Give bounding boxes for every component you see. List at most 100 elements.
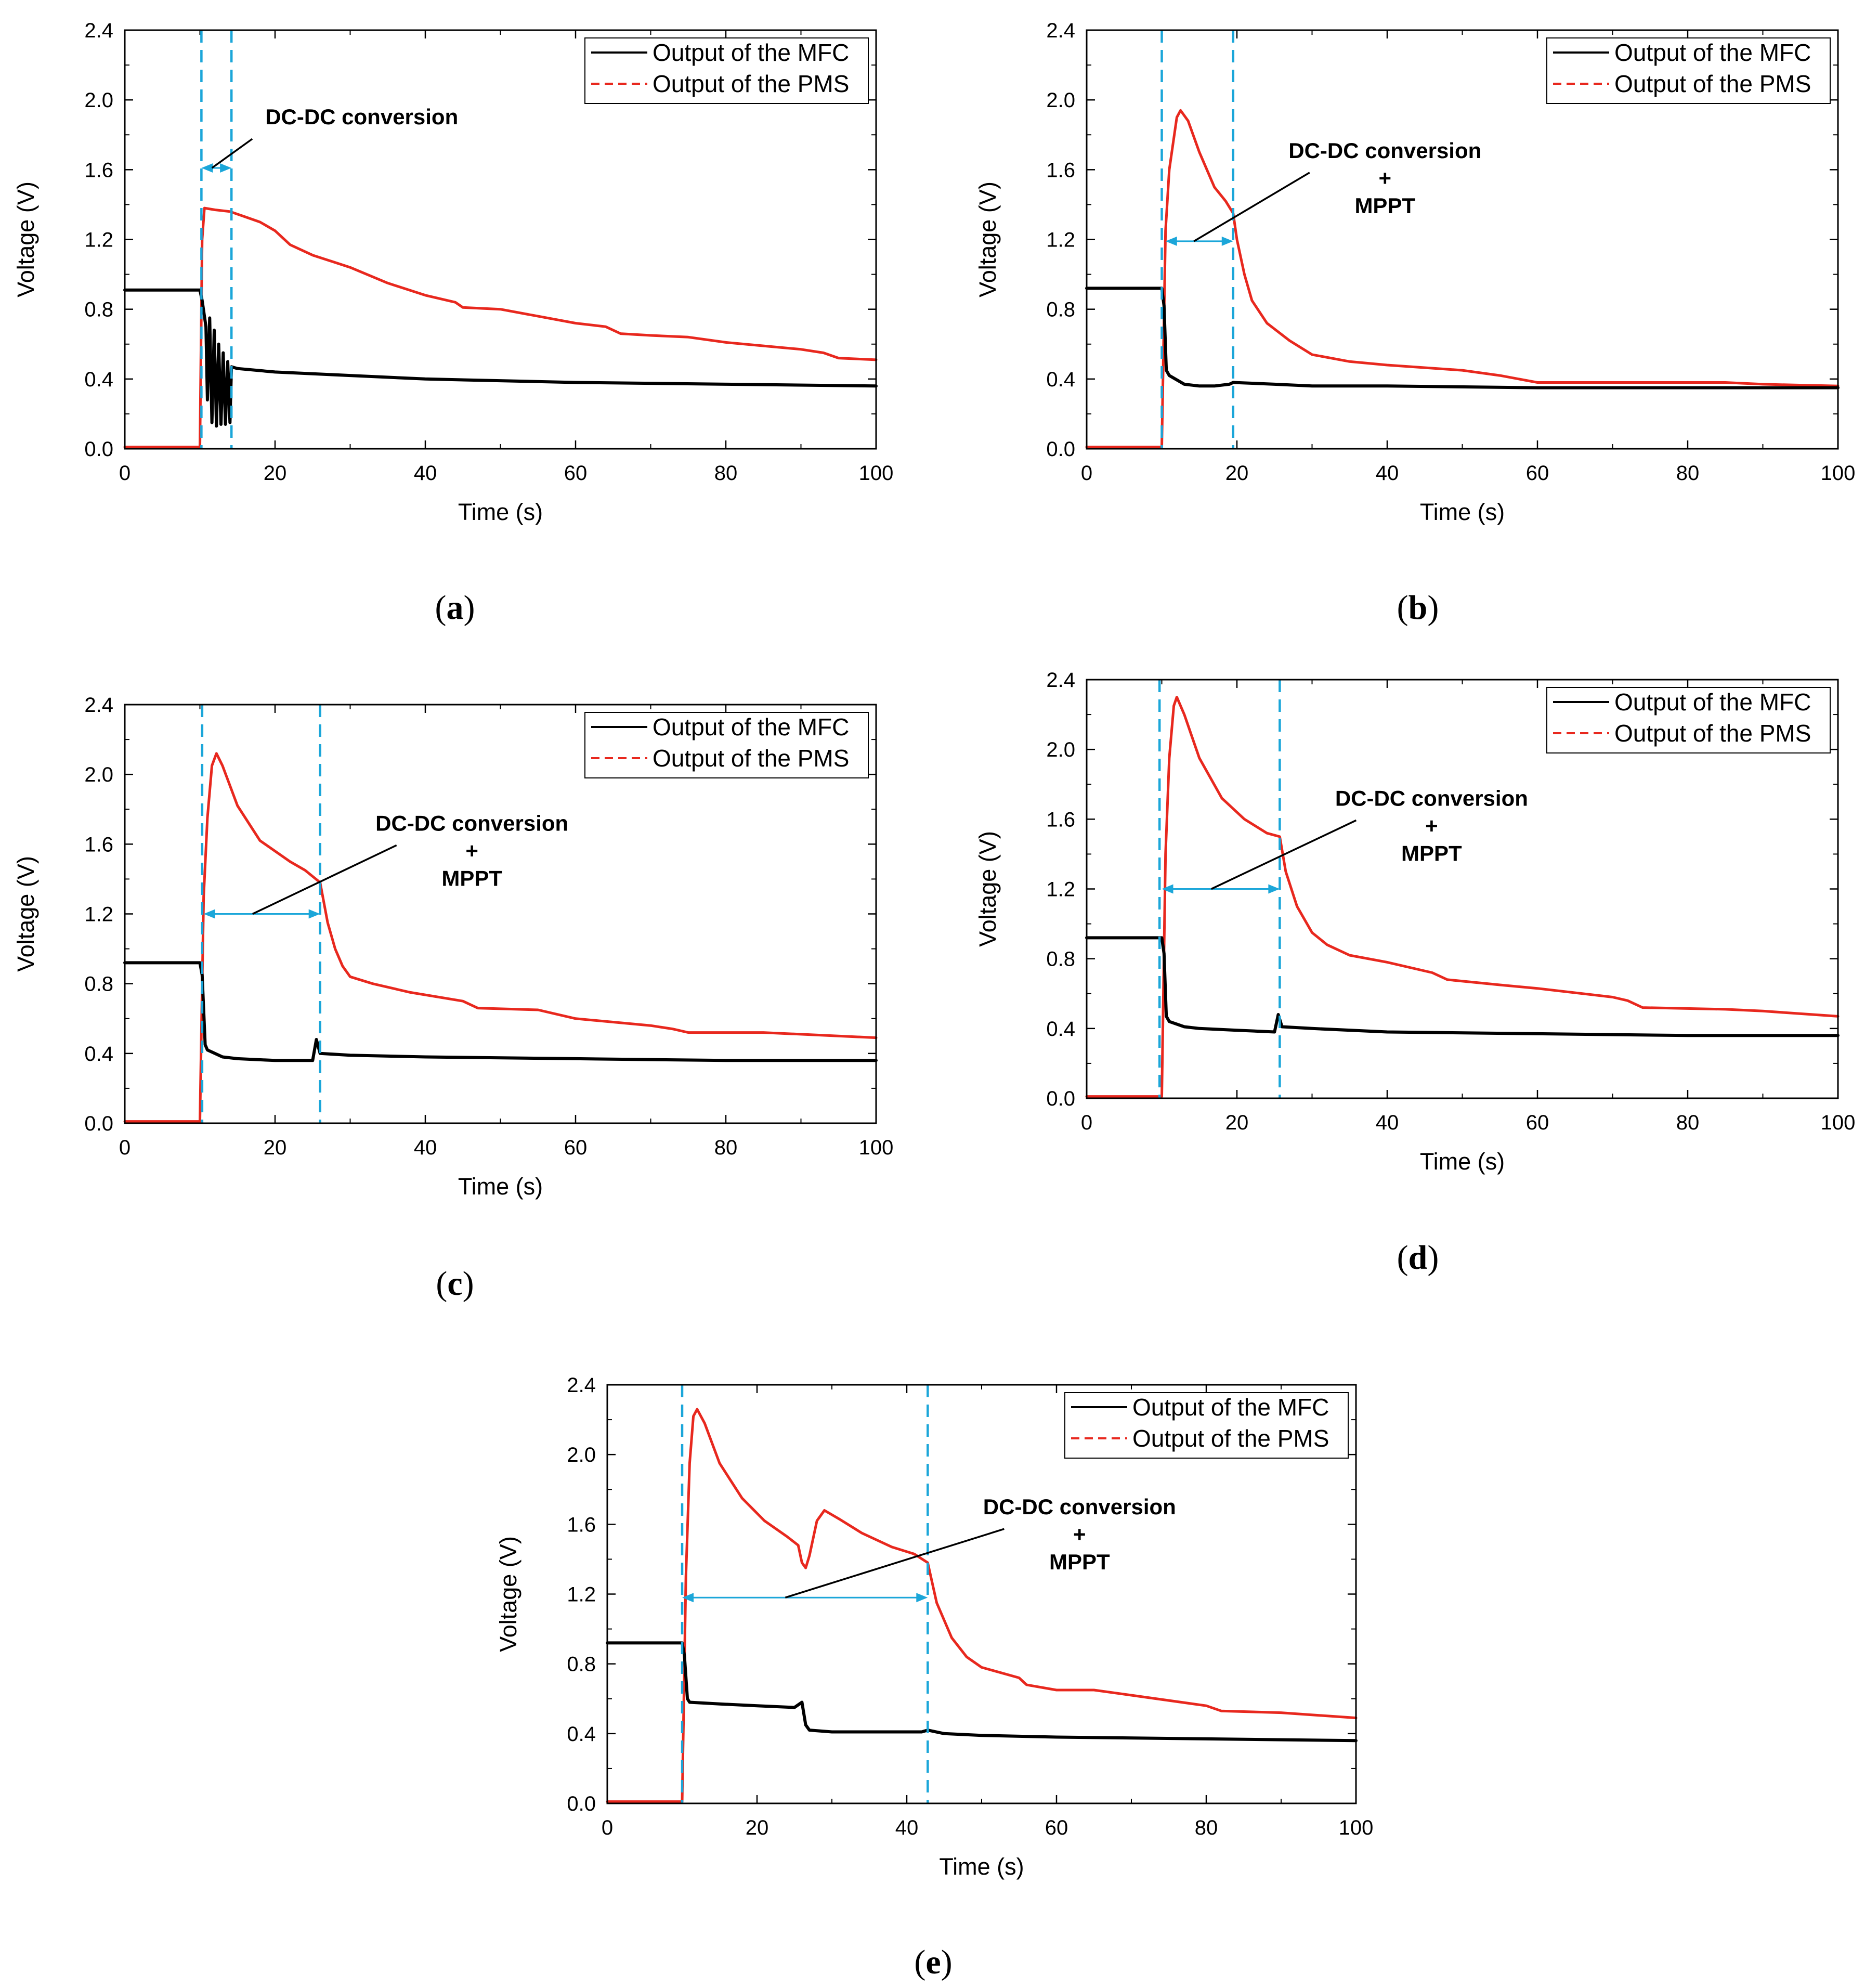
x-axis-title: Time (s) (458, 1173, 543, 1200)
y-tick-label: 2.0 (84, 763, 113, 786)
y-axis-title: Voltage (V) (12, 856, 39, 972)
y-axis-title: Voltage (V) (974, 181, 1001, 297)
plot-frame (1086, 29, 1839, 450)
annotation-title: DC-DC conversion (375, 811, 568, 836)
y-tick-label: 0.4 (1046, 368, 1075, 391)
x-tick-label: 60 (564, 1136, 588, 1159)
y-tick-label: 1.6 (84, 833, 113, 856)
series-line-mfc (123, 288, 878, 428)
caption-letter: d (1408, 1239, 1428, 1277)
chart-panel-b: 0 20 40 60 80 100 0.0 0.4 0.8 1.2 1.6 2.0 2.4 Time (s… (974, 19, 1855, 627)
x-tick-label: 40 (1376, 462, 1399, 485)
annotation-title: DC-DC conversion (1288, 138, 1481, 163)
y-tick-label: 2.0 (84, 89, 113, 112)
annotation-subline: + (1073, 1522, 1086, 1547)
x-axis-title: Time (s) (1420, 1148, 1505, 1175)
series-line-mfc (606, 1641, 1358, 1743)
y-tick-label: 1.2 (1046, 878, 1075, 901)
series-line-pms (123, 206, 878, 449)
legend-label: Output of the PMS (1614, 720, 1811, 747)
annotation-subline: + (1379, 166, 1392, 190)
annotation-subline: + (465, 839, 478, 863)
y-axis-title: Voltage (V) (12, 181, 39, 297)
x-axis-title: Time (s) (458, 499, 543, 525)
annotation-subline: MPPT (441, 866, 502, 891)
y-tick-label: 0.4 (1046, 1018, 1075, 1041)
y-axis-title: Voltage (V) (495, 1536, 521, 1652)
chart-panel-e: 0 20 40 60 80 100 0.0 0.4 0.8 1.2 1.6 2.0 2.4 Time (s… (495, 1374, 1373, 1981)
annotation-leader-line (252, 844, 397, 915)
y-tick-label: 0.8 (567, 1653, 596, 1676)
panel-caption: (d) (1397, 1239, 1439, 1277)
y-tick-label: 0.8 (84, 973, 113, 996)
series-line-mfc (1085, 287, 1840, 389)
arrow-head-left (201, 163, 213, 173)
panel-caption: (b) (1397, 589, 1439, 627)
x-tick-label: 80 (714, 462, 738, 485)
arrow-head-left (1162, 884, 1173, 894)
y-tick-label: 2.0 (1046, 738, 1075, 761)
x-tick-label: 40 (895, 1816, 919, 1839)
x-tick-label: 100 (1821, 462, 1856, 485)
y-tick-label: 1.6 (567, 1513, 596, 1536)
arrow-head-left (203, 909, 215, 919)
annotation-title: DC-DC conversion (1335, 786, 1528, 811)
caption-paren-close: ) (1427, 1239, 1439, 1277)
caption-paren-close: ) (463, 1265, 474, 1303)
arrow-head-left (1165, 236, 1177, 246)
caption-paren-close: ) (464, 589, 475, 627)
x-axis-title: Time (s) (939, 1853, 1024, 1880)
legend-label: Output of the MFC (1614, 688, 1811, 716)
series-line-pms (606, 1408, 1358, 1803)
x-tick-label: 20 (264, 1136, 287, 1159)
y-tick-label: 0.0 (84, 1112, 113, 1135)
y-tick-label: 1.6 (84, 159, 113, 181)
series-line-pms (123, 752, 878, 1123)
caption-paren-open: ( (435, 589, 447, 627)
y-tick-label: 2.4 (1046, 19, 1075, 42)
y-tick-label: 2.4 (567, 1374, 596, 1397)
y-axis-title: Voltage (V) (974, 831, 1001, 947)
x-tick-label: 80 (1676, 1111, 1700, 1134)
panel-caption: (c) (436, 1265, 474, 1303)
arrow-head-left (682, 1593, 694, 1603)
legend-label: Output of the MFC (1614, 39, 1811, 66)
series-line-mfc (1085, 936, 1840, 1037)
legend-label: Output of the PMS (653, 745, 849, 772)
x-tick-label: 60 (1045, 1816, 1068, 1839)
caption-paren-close: ) (1427, 589, 1439, 627)
x-tick-label: 20 (746, 1816, 769, 1839)
x-tick-label: 0 (1081, 462, 1092, 485)
legend-box (1546, 687, 1831, 753)
x-tick-label: 60 (564, 462, 588, 485)
annotation-subline: MPPT (1354, 193, 1415, 218)
x-tick-label: 60 (1526, 462, 1549, 485)
x-tick-label: 0 (119, 1136, 131, 1159)
panel-caption: (a) (435, 589, 475, 627)
annotation-subline: MPPT (1049, 1550, 1110, 1574)
legend-box (1546, 37, 1831, 104)
legend-label: Output of the MFC (653, 39, 849, 66)
y-tick-label: 1.2 (1046, 229, 1075, 252)
y-tick-label: 0.0 (1046, 438, 1075, 461)
y-tick-label: 0.8 (1046, 948, 1075, 971)
annotation-title: DC-DC conversion (983, 1495, 1176, 1519)
caption-paren-close: ) (941, 1943, 953, 1981)
legend-label: Output of the PMS (1614, 70, 1811, 97)
caption-letter: c (447, 1265, 462, 1303)
x-tick-label: 100 (1339, 1816, 1374, 1839)
y-tick-label: 0.0 (567, 1792, 596, 1815)
y-tick-label: 2.0 (567, 1444, 596, 1466)
y-tick-label: 0.4 (84, 1043, 113, 1066)
y-tick-label: 1.6 (1046, 808, 1075, 831)
caption-paren-open: ( (1397, 589, 1408, 627)
caption-letter: b (1408, 589, 1428, 627)
chart-panel-a: 0 20 40 60 80 100 0.0 0.4 0.8 1.2 1.6 2.0 2.4 Time (s… (12, 19, 893, 627)
x-tick-label: 20 (1225, 462, 1249, 485)
x-tick-label: 60 (1526, 1111, 1549, 1134)
caption-paren-open: ( (914, 1943, 925, 1981)
y-tick-label: 1.6 (1046, 159, 1075, 181)
arrow-head-right (916, 1593, 928, 1603)
series-line-pms (1085, 696, 1840, 1098)
